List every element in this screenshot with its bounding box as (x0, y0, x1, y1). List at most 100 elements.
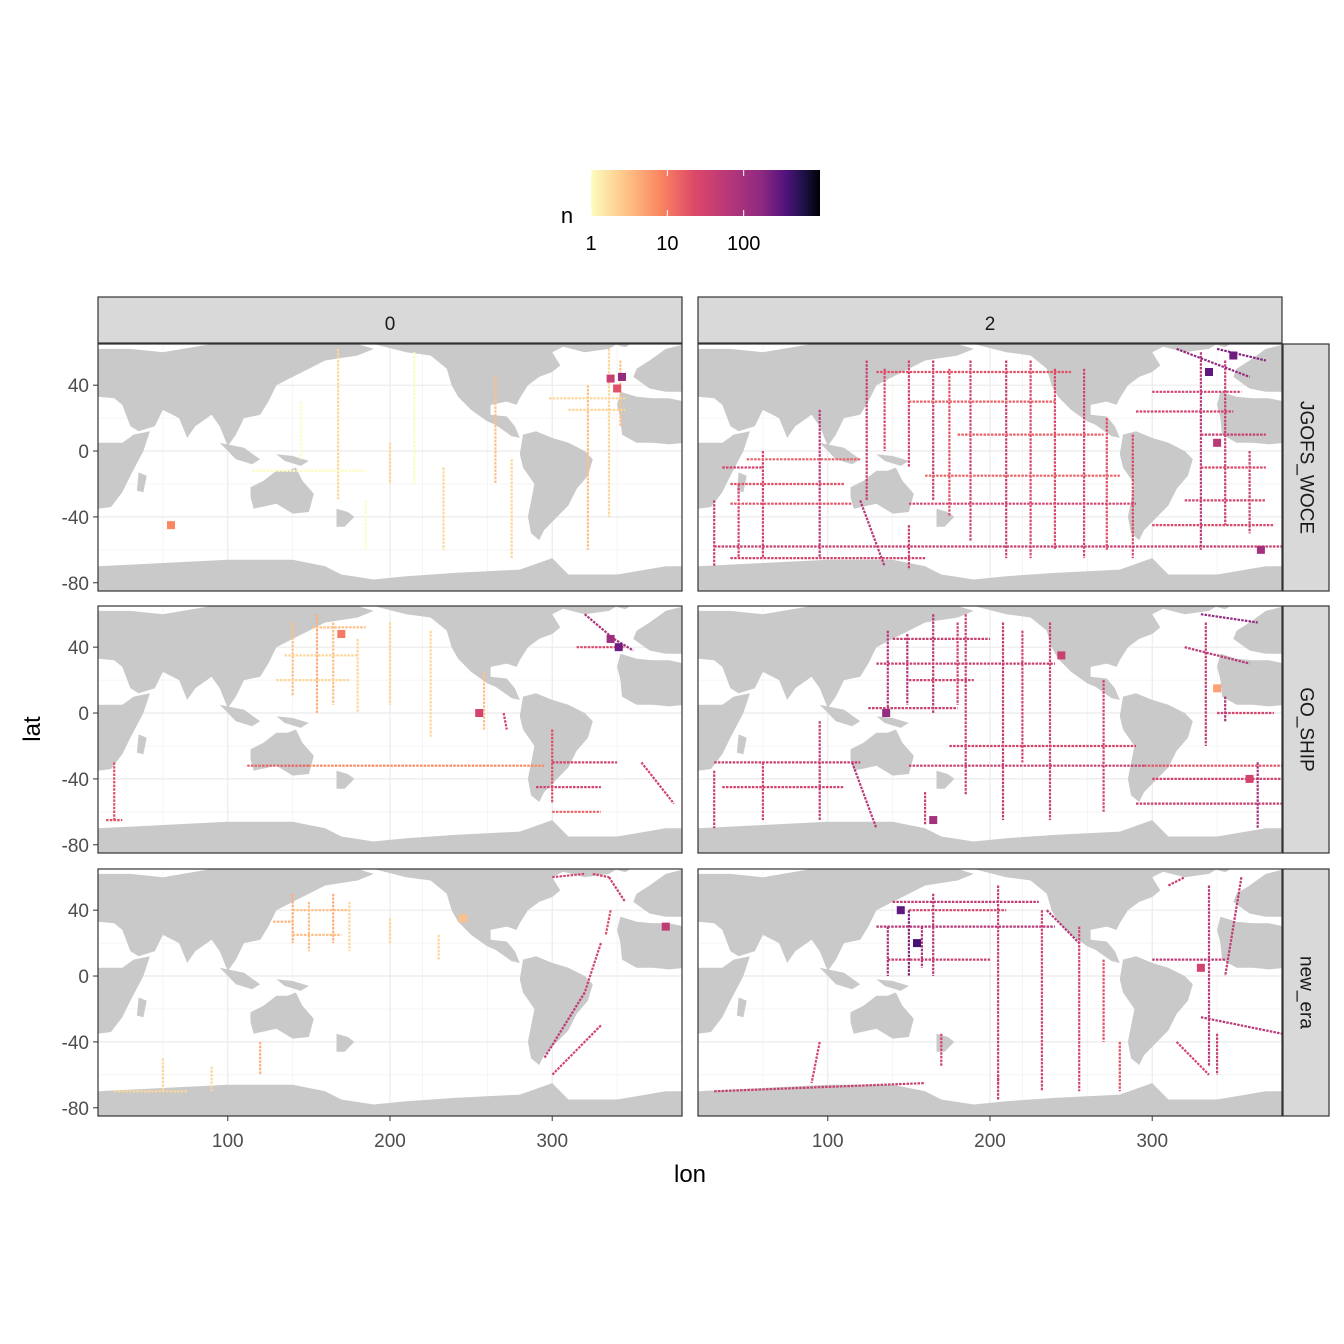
land-mass (250, 992, 314, 1039)
observation-track (502, 712, 508, 730)
observation-cell (1256, 545, 1265, 554)
facet-strip-right (1282, 605, 1330, 854)
observation-cell (1196, 963, 1205, 972)
observation-track (543, 991, 586, 1059)
y-tick-label: -80 (62, 836, 89, 857)
observation-track (851, 762, 878, 829)
legend-tick-label: 1 (585, 233, 596, 255)
land-mass (98, 558, 682, 591)
land-mass (1152, 606, 1218, 615)
land-mass (1233, 606, 1282, 654)
observation-cell (882, 709, 891, 718)
land-mass (250, 729, 314, 776)
land-mass (336, 508, 355, 527)
land-mass (336, 770, 355, 789)
facet-strip-label: 2 (985, 314, 996, 335)
observation-cell (1057, 651, 1066, 660)
x-axis-title: lon (674, 1161, 706, 1188)
observation-cell (167, 521, 175, 530)
observation-cell (896, 906, 905, 915)
legend-title: n (561, 203, 573, 228)
observation-track (714, 1082, 926, 1093)
land-mass (736, 472, 747, 493)
land-mass (698, 606, 974, 709)
y-tick-label: -40 (62, 1033, 89, 1054)
y-tick-label: -80 (62, 574, 89, 595)
land-mass (338, 344, 569, 438)
land-mass (1233, 344, 1282, 392)
land-mass (1233, 869, 1282, 917)
observation-cell (617, 372, 626, 381)
land-mass (819, 442, 861, 465)
observation-cell (1213, 438, 1222, 447)
facet-panel: 40 0 -40 -80 (62, 343, 683, 595)
land-mass (338, 869, 569, 963)
panel-border (97, 605, 683, 854)
facet-strip-right (1282, 868, 1330, 1117)
facet-strip-label: GO_SHIP (1296, 687, 1317, 771)
land-mass (1152, 869, 1218, 878)
land-mass (136, 472, 147, 493)
facet-strip-top (697, 296, 1283, 344)
observation-cell (1205, 367, 1213, 376)
land-mass (698, 558, 1282, 591)
panel-plot-area (698, 869, 1282, 1116)
land-mass (336, 1033, 355, 1052)
observation-cell (606, 634, 615, 643)
y-tick-label: 40 (68, 901, 89, 922)
panel-plot-area (698, 344, 1282, 591)
observation-track (1167, 876, 1186, 887)
land-mass (617, 653, 682, 707)
land-mass (219, 967, 261, 990)
observation-track (859, 500, 886, 567)
observation-cell (459, 914, 467, 923)
land-mass (338, 606, 569, 700)
observation-track (640, 761, 675, 805)
y-tick-label: 0 (78, 704, 89, 725)
x-tick-label: 300 (1136, 1131, 1168, 1152)
land-mass (613, 344, 631, 348)
land-mass (850, 992, 914, 1039)
land-mass (1152, 344, 1218, 353)
land-mass (876, 454, 909, 466)
land-mass (698, 1083, 1282, 1116)
land-mass (1217, 653, 1282, 707)
x-tick-label: 100 (212, 1131, 244, 1152)
land-mass (219, 442, 261, 465)
land-mass (633, 344, 682, 392)
facet-strip-label: JGOFS_WOCE (1296, 401, 1317, 534)
land-mass (617, 391, 682, 445)
land-mass (1213, 869, 1231, 873)
panel-border (697, 343, 1283, 592)
panel-plot-area (98, 606, 682, 853)
panel-plot-area (698, 606, 1282, 853)
panel-plot-area (98, 869, 682, 1116)
observation-track (613, 637, 634, 652)
land-mass (276, 979, 309, 991)
panel-border (97, 343, 683, 592)
land-mass (876, 979, 909, 991)
land-mass (136, 997, 147, 1018)
land-mass (552, 344, 618, 353)
land-mass (1213, 344, 1231, 348)
observation-track (1200, 1016, 1282, 1035)
land-mass (1213, 606, 1231, 610)
land-mass (936, 508, 955, 527)
observation-track (592, 872, 610, 879)
observation-cell (614, 643, 623, 652)
land-mass (136, 734, 147, 755)
land-mass (876, 716, 909, 728)
observation-track (1184, 646, 1250, 665)
observation-track (604, 909, 612, 936)
land-mass (698, 344, 974, 447)
observation-cell (337, 629, 346, 638)
x-tick-label: 200 (374, 1131, 406, 1152)
land-mass (698, 431, 750, 509)
land-mass (1119, 956, 1193, 1065)
land-mass (617, 916, 682, 970)
land-mass (736, 734, 747, 755)
land-mass (98, 956, 150, 1034)
observation-track (810, 1041, 821, 1084)
